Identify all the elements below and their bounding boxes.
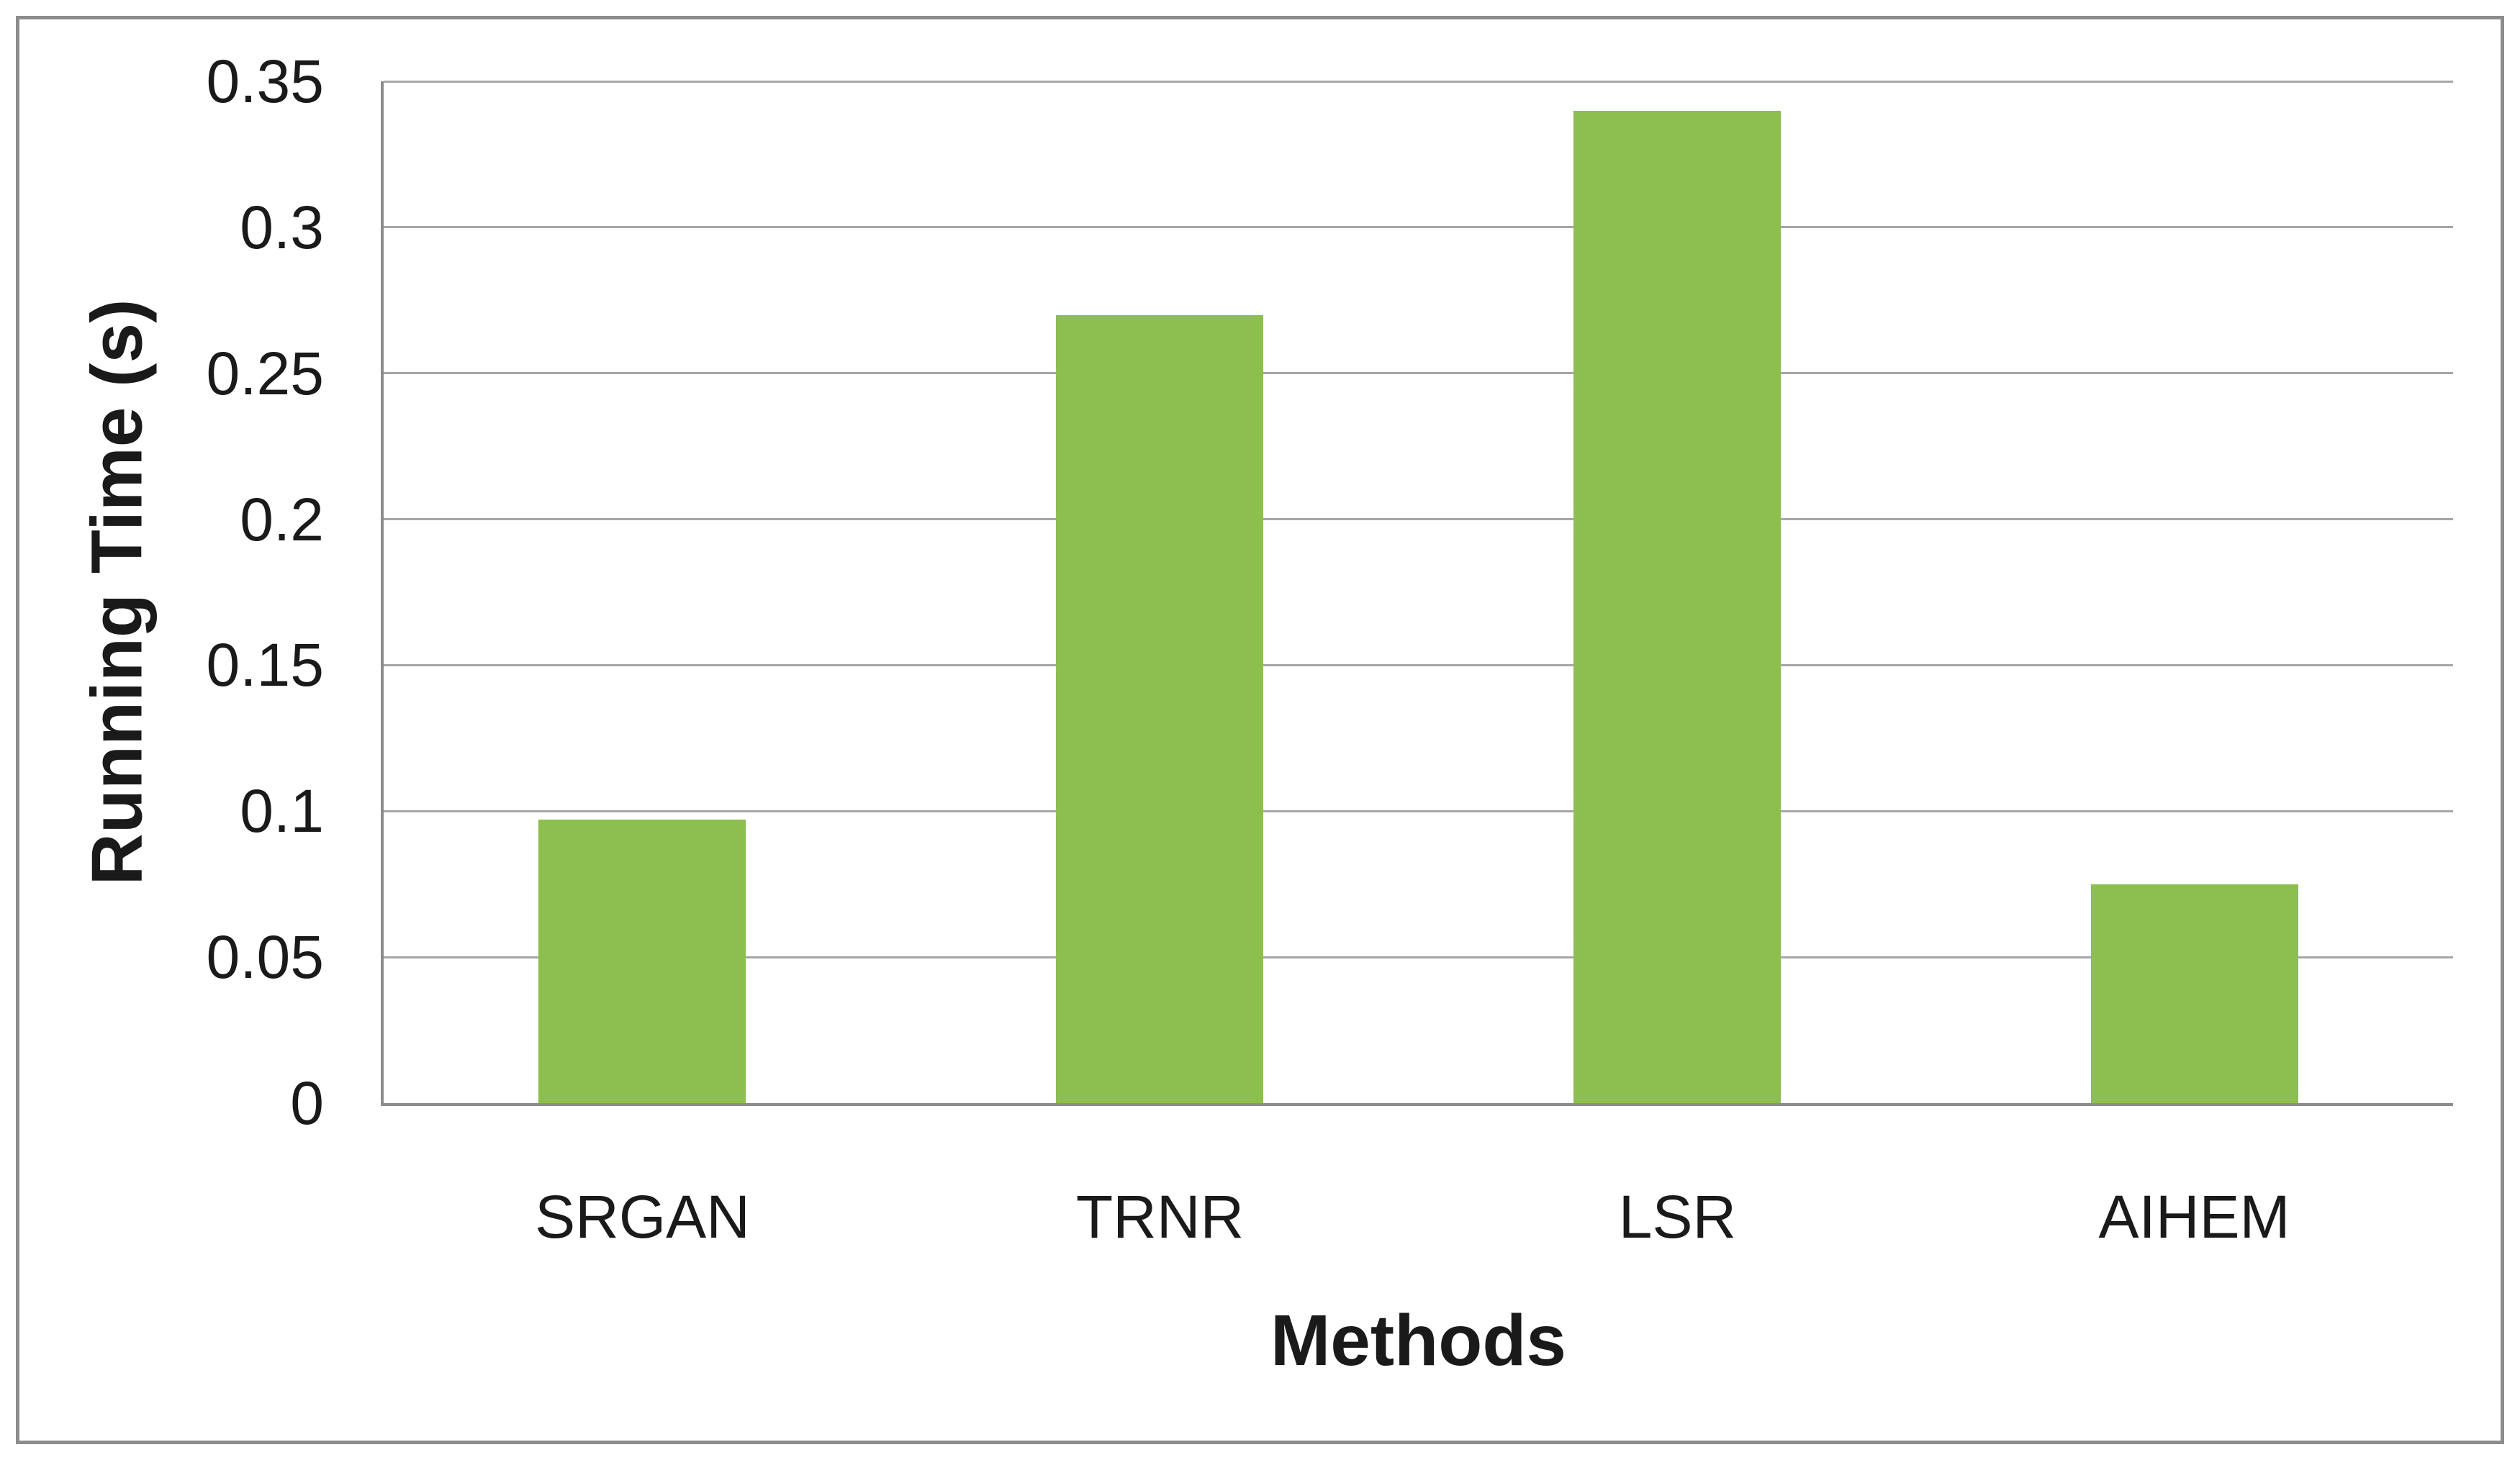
category-label-lsr: LSR [1618,1183,1737,1251]
y-axis-title: Running Time (s) [76,299,158,886]
category-label-aihem: AIHEM [2098,1183,2290,1251]
y-tick-label-0: 0 [290,1069,324,1137]
plot-area [381,81,2453,1106]
gridline [384,664,2453,666]
y-tick-label-0.3: 0.3 [240,194,324,261]
y-tick-label-0.15: 0.15 [206,631,325,699]
x-axis-line [381,1103,2453,1106]
gridline [384,81,2453,83]
gridline [384,518,2453,520]
category-label-srgan: SRGAN [535,1183,750,1251]
bar-aihem [2091,884,2298,1103]
bar-lsr [1573,111,1781,1103]
y-axis-line [381,81,384,1103]
gridline [384,226,2453,228]
bar-trnr [1056,315,1263,1103]
y-tick-label-0.05: 0.05 [206,923,325,991]
category-label-trnr: TRNR [1075,1183,1245,1251]
x-axis-title: Methods [1270,1300,1567,1381]
y-tick-label-0.25: 0.25 [206,340,325,407]
y-tick-label-0.35: 0.35 [206,47,325,115]
gridline [384,810,2453,812]
gridline [384,372,2453,374]
y-tick-label-0.2: 0.2 [240,486,324,553]
gridline [384,956,2453,958]
bar-srgan [538,820,746,1103]
y-tick-label-0.1: 0.1 [240,777,324,845]
